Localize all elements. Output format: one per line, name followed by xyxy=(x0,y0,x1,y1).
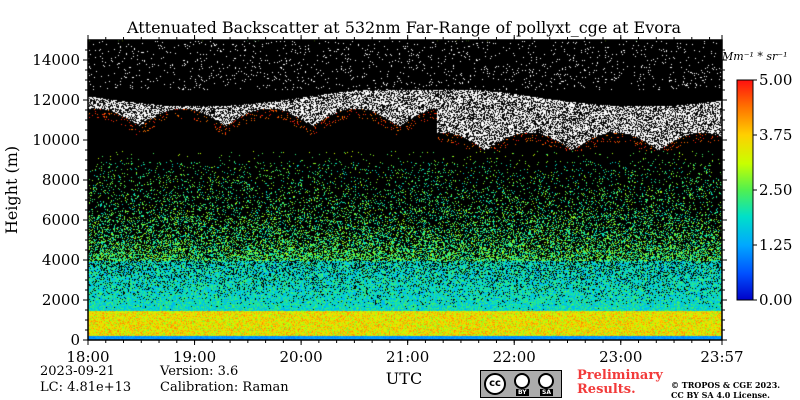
y-tick-label: 12000 xyxy=(32,91,80,109)
y-tick-label: 10000 xyxy=(32,131,80,149)
chart-title: Attenuated Backscatter at 532nm Far-Rang… xyxy=(126,18,682,37)
backscatter-heatmap xyxy=(88,40,722,340)
x-tick-label: 21:00 xyxy=(386,348,429,366)
preliminary-line-1: Preliminary xyxy=(577,368,663,383)
copyright-line-1: © TROPOS & CGE 2023. xyxy=(671,380,781,390)
colorbar-tick-label: 0.00 xyxy=(759,291,792,309)
cc-logo-icon: cc xyxy=(484,373,506,395)
y-tick-label: 0 xyxy=(70,331,80,349)
cc-sa-icon xyxy=(538,373,554,389)
copyright-line-2: CC BY SA 4.0 License. xyxy=(671,390,770,400)
y-tick-label: 14000 xyxy=(32,51,80,69)
cc-license-badge[interactable]: cc BY SA xyxy=(480,370,562,398)
cc-sa-label: SA xyxy=(540,389,553,396)
footer-calibration: Calibration: Raman xyxy=(160,380,289,395)
cc-by-label: BY xyxy=(516,389,529,396)
footer-date: 2023-09-21 xyxy=(40,364,115,379)
x-tick-label: 19:00 xyxy=(173,348,216,366)
colorbar-unit-label: Mm⁻¹ * sr⁻¹ xyxy=(721,50,788,63)
x-tick-label: 23:57 xyxy=(700,348,743,366)
y-tick-label: 6000 xyxy=(42,211,80,229)
x-tick-label: 22:00 xyxy=(493,348,536,366)
x-tick-label: 23:00 xyxy=(599,348,642,366)
colorbar-tick-label: 2.50 xyxy=(759,181,792,199)
colorbar xyxy=(736,79,754,301)
x-axis: 18:00 19:00 20:00 21:00 22:00 23:00 23:57 xyxy=(66,35,744,366)
colorbar-tick-label: 1.25 xyxy=(759,236,792,254)
x-axis-label: UTC xyxy=(386,369,422,388)
y-tick-label: 2000 xyxy=(42,291,80,309)
y-tick-label: 4000 xyxy=(42,251,80,269)
y-tick-label: 8000 xyxy=(42,171,80,189)
colorbar-tick-label: 3.75 xyxy=(759,126,792,144)
preliminary-note: Preliminary Results. xyxy=(577,369,663,397)
y-axis-label: Height (m) xyxy=(2,146,21,234)
cc-by-icon xyxy=(514,373,530,389)
copyright-note: © TROPOS & CGE 2023. CC BY SA 4.0 Licens… xyxy=(671,380,780,400)
y-axis: 0 2000 4000 6000 8000 10000 12000 14000 xyxy=(32,49,727,349)
footer-lc: LC: 4.81e+13 xyxy=(40,380,132,395)
preliminary-line-2: Results. xyxy=(577,382,636,397)
x-tick-label: 20:00 xyxy=(279,348,322,366)
colorbar-axis: 0.00 1.25 2.50 3.75 5.00 xyxy=(753,71,792,309)
colorbar-tick-label: 5.00 xyxy=(759,71,792,89)
x-tick-label: 18:00 xyxy=(66,348,109,366)
footer-version: Version: 3.6 xyxy=(160,364,239,379)
